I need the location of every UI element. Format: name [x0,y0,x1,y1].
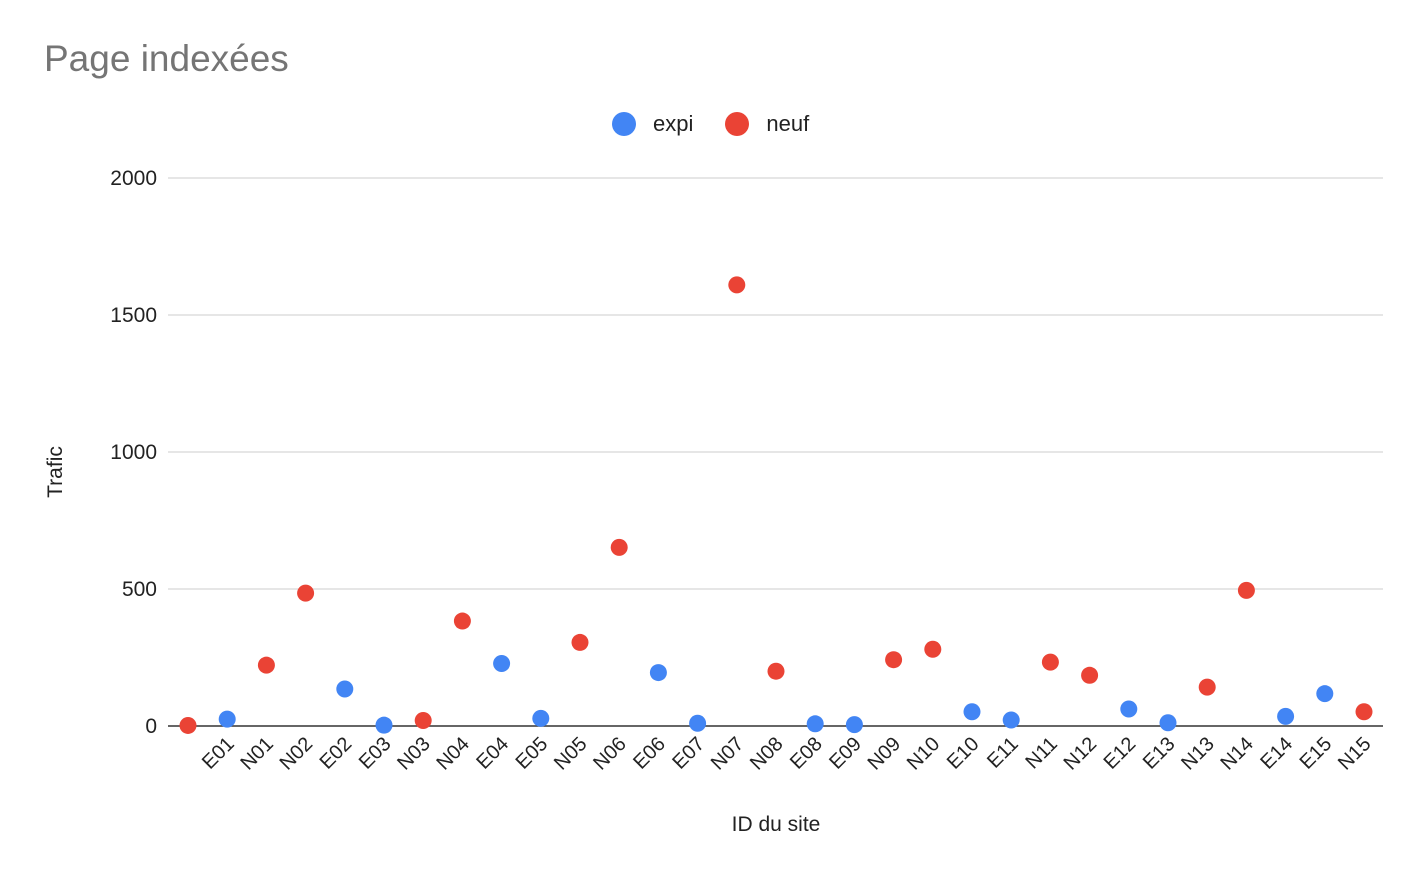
data-point-neuf[interactable] [571,633,589,651]
x-tick-label: N09 [864,733,906,775]
x-tick-label: N06 [589,733,631,775]
data-point-expi[interactable] [336,680,354,698]
data-point-neuf[interactable] [1198,678,1216,696]
data-point-neuf[interactable] [1355,703,1373,721]
data-point-expi[interactable] [218,710,236,728]
y-tick-label: 2000 [110,167,157,190]
data-point-neuf[interactable] [1237,581,1255,599]
data-point-neuf[interactable] [179,716,197,734]
x-tick-label: E02 [316,733,357,774]
legend-item-expi[interactable]: expi [612,111,693,137]
data-point-expi[interactable] [1316,685,1334,703]
data-point-neuf[interactable] [767,662,785,680]
x-axis-label: ID du site [731,813,821,836]
data-point-neuf[interactable] [453,612,471,630]
data-point-expi[interactable] [532,709,550,727]
y-tick-label: 1000 [110,441,157,464]
data-point-neuf[interactable] [728,276,746,294]
x-tick-label: N15 [1334,733,1376,775]
x-tick-label: E03 [355,733,396,774]
legend-label-neuf: neuf [766,111,810,136]
data-point-neuf[interactable] [885,651,903,669]
y-tick-label: 0 [145,715,157,738]
x-tick-label: E01 [198,733,239,774]
data-point-neuf[interactable] [414,712,432,730]
data-point-expi[interactable] [806,715,824,733]
data-point-expi[interactable] [963,703,981,721]
legend-label-expi: expi [653,111,694,136]
y-axis-label: Trafic [44,446,67,498]
data-point-neuf[interactable] [257,656,275,674]
x-tick-label: N10 [903,733,945,775]
x-tick-label: E10 [943,733,984,774]
x-tick-label: E06 [629,733,670,774]
data-point-expi[interactable] [1002,711,1020,729]
legend: expi neuf [612,111,841,137]
data-point-expi[interactable] [375,716,393,734]
legend-marker-neuf [725,112,750,136]
data-point-expi[interactable] [493,655,511,673]
chart-title: Page indexées [44,38,289,79]
x-tick-label: E04 [472,733,513,774]
data-point-neuf[interactable] [1081,666,1099,684]
legend-marker-expi [612,112,636,136]
x-tick-label: N13 [1177,733,1219,775]
x-tick-label: N08 [746,733,788,775]
x-tick-label: N03 [393,733,435,775]
x-tick-label: E11 [983,733,1023,773]
x-tick-label: E12 [1100,733,1141,774]
x-tick-label: E08 [786,733,827,774]
x-tick-label: E15 [1296,733,1337,774]
x-tick-label: N14 [1216,733,1258,775]
y-tick-label: 1500 [110,304,157,327]
x-tick-label: N01 [236,733,278,775]
x-tick-label: N05 [550,733,592,775]
data-point-neuf[interactable] [610,538,628,556]
data-point-expi[interactable] [845,716,863,734]
x-tick-label: E07 [668,733,709,774]
x-tick-label: N07 [707,733,749,775]
data-point-expi[interactable] [689,714,707,732]
data-point-neuf[interactable] [924,640,942,658]
y-tick-label: 500 [122,578,157,601]
x-tick-label: E05 [512,733,553,774]
x-tick-label: N12 [1060,733,1102,775]
data-point-neuf[interactable] [1041,653,1059,671]
data-point-expi[interactable] [1277,707,1295,725]
data-point-expi[interactable] [1159,714,1177,732]
legend-item-neuf[interactable]: neuf [725,111,809,137]
x-tick-label: E13 [1139,733,1180,774]
x-tick-label: E09 [825,733,866,774]
data-point-expi[interactable] [649,664,667,682]
x-tick-label: N04 [432,733,474,775]
x-tick-label: N11 [1021,733,1061,773]
x-tick-label: N02 [276,733,318,775]
data-point-expi[interactable] [1120,700,1138,718]
x-tick-label: E14 [1256,733,1297,774]
data-point-neuf[interactable] [297,584,315,602]
